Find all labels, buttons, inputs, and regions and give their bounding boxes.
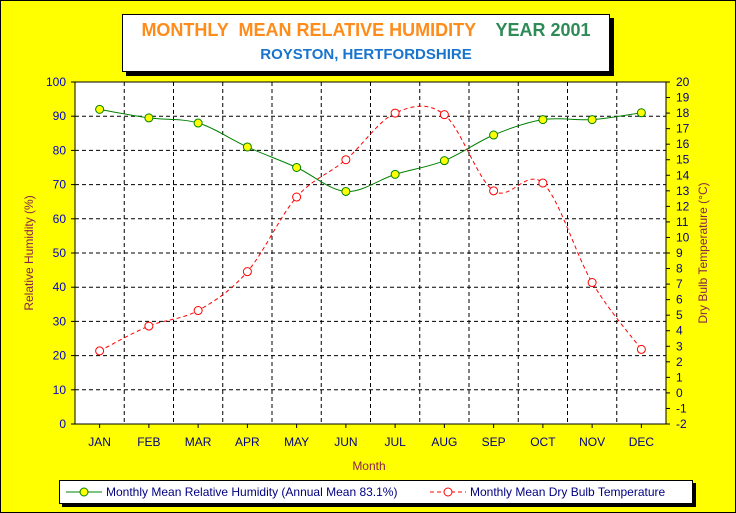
legend-humidity-swatch: [66, 487, 102, 497]
x-axis-title: Month: [352, 459, 385, 473]
right-axis-title: Dry Bulb Temperature (°C): [696, 182, 710, 323]
data-point-humidity: [292, 163, 302, 172]
data-point-temperature: [95, 346, 105, 356]
data-point-humidity: [439, 156, 449, 166]
right-tick-label: 17: [676, 122, 690, 136]
x-tick-label: SEP: [482, 435, 506, 449]
data-point-temperature: [341, 155, 351, 165]
data-point-humidity: [489, 130, 499, 140]
legend-temperature-swatch: [430, 487, 466, 497]
axis-labels: 0102030405060708090100-2-101234567891011…: [46, 75, 690, 449]
right-tick-label: 7: [676, 277, 683, 291]
left-tick-label: 0: [59, 417, 66, 431]
x-tick-label: DEC: [629, 435, 655, 449]
x-tick-label: JAN: [88, 435, 111, 449]
data-point-temperature: [390, 108, 400, 118]
right-tick-label: 8: [676, 262, 683, 276]
data-point-humidity: [193, 118, 203, 128]
x-tick-label: NOV: [579, 435, 605, 449]
left-tick-label: 90: [53, 109, 67, 123]
left-tick-label: 50: [53, 246, 67, 260]
data-point-temperature: [193, 306, 203, 316]
right-tick-label: 12: [676, 199, 690, 213]
data-point-humidity: [242, 142, 252, 152]
left-tick-label: 60: [53, 212, 67, 226]
right-tick-label: 10: [676, 230, 690, 244]
left-tick-label: 10: [53, 383, 67, 397]
right-tick-label: 4: [676, 324, 683, 338]
right-tick-label: 9: [676, 246, 683, 260]
left-axis-title: Relative Humidity (%): [22, 195, 36, 310]
right-tick-label: 13: [676, 184, 690, 198]
axis-ticks: [71, 81, 670, 428]
data-point-temperature: [242, 267, 252, 277]
right-tick-label: 14: [676, 168, 690, 182]
x-tick-label: MAR: [185, 435, 212, 449]
data-point-humidity: [341, 186, 351, 196]
data-point-humidity: [390, 169, 400, 179]
x-tick-label: MAY: [284, 435, 309, 449]
grid-lines: [75, 82, 666, 424]
data-point-temperature: [144, 321, 154, 331]
data-point-temperature: [489, 186, 499, 196]
left-tick-label: 20: [53, 349, 67, 363]
right-tick-label: -2: [676, 417, 687, 431]
data-point-temperature: [292, 192, 302, 202]
right-tick-label: 19: [676, 91, 690, 105]
right-tick-label: 20: [676, 75, 690, 89]
right-tick-label: 18: [676, 106, 690, 120]
title-box: MONTHLY MEAN RELATIVE HUMIDITY YEAR 2001…: [122, 14, 610, 72]
chart-subtitle: ROYSTON, HERTFORDSHIRE: [260, 46, 472, 63]
left-tick-label: 40: [53, 280, 67, 294]
chart-year: YEAR 2001: [495, 20, 591, 40]
left-tick-label: 70: [53, 178, 67, 192]
data-point-temperature: [587, 278, 597, 288]
right-tick-label: 2: [676, 355, 683, 369]
x-tick-label: AUG: [431, 435, 457, 449]
right-tick-label: 16: [676, 137, 690, 151]
x-tick-label: JUN: [334, 435, 357, 449]
series-markers: [95, 104, 646, 356]
chart-title-line: MONTHLY MEAN RELATIVE HUMIDITY YEAR 2001: [123, 20, 609, 41]
left-tick-label: 100: [46, 75, 66, 89]
data-point-humidity: [538, 115, 548, 125]
data-point-humidity: [636, 108, 646, 118]
right-tick-label: 3: [676, 339, 683, 353]
legend-temperature-label: Monthly Mean Dry Bulb Temperature: [470, 485, 666, 499]
data-point-humidity: [95, 104, 105, 114]
x-tick-label: APR: [235, 435, 260, 449]
right-tick-label: 15: [676, 153, 690, 167]
x-tick-label: FEB: [137, 435, 160, 449]
data-point-humidity: [144, 113, 154, 123]
chart-title: MONTHLY MEAN RELATIVE HUMIDITY: [141, 20, 476, 40]
data-point-temperature: [538, 178, 548, 188]
right-tick-label: 0: [676, 386, 683, 400]
data-point-temperature: [439, 110, 449, 120]
right-tick-label: 5: [676, 308, 683, 322]
data-point-humidity: [587, 115, 597, 125]
right-tick-label: 1: [676, 370, 683, 384]
left-tick-label: 30: [53, 314, 67, 328]
right-tick-label: 11: [676, 215, 689, 229]
left-tick-label: 80: [53, 143, 67, 157]
legend-humidity-label: Monthly Mean Relative Humidity (Annual M…: [106, 485, 398, 499]
right-tick-label: -1: [676, 401, 687, 415]
right-tick-label: 6: [676, 293, 683, 307]
x-tick-label: OCT: [530, 435, 556, 449]
legend: Monthly Mean Relative Humidity (Annual M…: [59, 480, 693, 504]
x-tick-label: JUL: [384, 435, 406, 449]
data-point-temperature: [636, 344, 646, 354]
